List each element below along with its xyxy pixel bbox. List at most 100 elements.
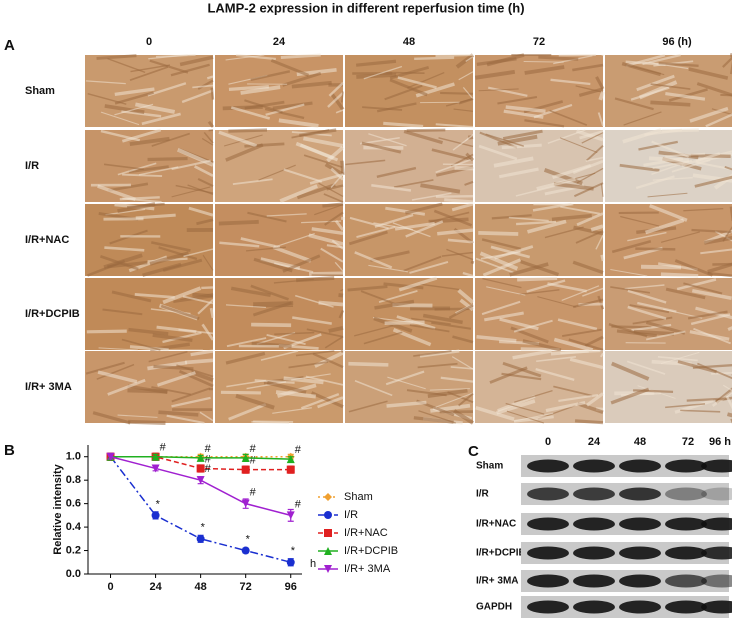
tissue-streak xyxy=(515,185,555,197)
tissue-streak xyxy=(532,202,572,212)
micrograph-bg xyxy=(345,278,473,350)
marker xyxy=(241,546,250,555)
tissue-streak xyxy=(568,338,604,352)
tissue-streak xyxy=(480,251,521,260)
blot-band xyxy=(527,487,569,501)
tissue-streak xyxy=(464,180,474,186)
significance-label: # xyxy=(250,443,257,455)
column-header: 48 xyxy=(634,436,646,448)
tissue-streak xyxy=(288,361,329,369)
tissue-streak xyxy=(147,82,187,97)
tissue-streak xyxy=(676,278,717,291)
tissue-streak xyxy=(384,84,423,101)
tissue-streak xyxy=(328,82,344,97)
y-tick-label: 0.4 xyxy=(66,521,82,533)
tissue-streak xyxy=(240,237,281,249)
tissue-streak xyxy=(301,220,342,224)
tissue-streak xyxy=(97,184,136,202)
tissue-streak xyxy=(578,87,604,97)
tissue-streak xyxy=(620,392,661,397)
tissue-streak xyxy=(127,388,168,394)
tissue-streak xyxy=(680,409,721,413)
tissue-streak xyxy=(349,216,389,230)
tissue-streak xyxy=(665,287,706,300)
tissue-streak xyxy=(208,129,214,132)
tissue-streak xyxy=(681,152,721,167)
tissue-streak xyxy=(437,228,474,236)
tissue-streak xyxy=(611,239,652,254)
tissue-streak xyxy=(305,375,344,386)
tissue-streak xyxy=(598,91,605,101)
tissue-streak xyxy=(520,260,560,277)
tissue-streak xyxy=(194,165,214,178)
tissue-streak xyxy=(478,231,519,236)
column-header: 0 xyxy=(545,436,551,448)
tissue-streak xyxy=(354,380,393,397)
tissue-streak xyxy=(360,290,399,307)
tissue-streak xyxy=(397,76,437,89)
tissue-streak xyxy=(311,227,344,235)
tissue-streak xyxy=(197,178,214,187)
tissue-streak xyxy=(491,214,532,220)
tissue-streak xyxy=(252,301,292,317)
tissue-streak xyxy=(417,362,458,369)
micrograph xyxy=(85,202,214,277)
blot-band xyxy=(573,574,615,588)
tissue-streak xyxy=(282,254,321,273)
tissue-streak xyxy=(225,143,264,162)
tissue-streak xyxy=(431,321,471,330)
tissue-streak xyxy=(170,63,210,77)
blot-band xyxy=(527,517,569,531)
tissue-streak xyxy=(356,226,396,238)
micrograph xyxy=(345,128,475,204)
micrograph xyxy=(605,278,732,350)
blot-band xyxy=(619,517,661,531)
tissue-streak xyxy=(354,325,394,337)
tissue-streak xyxy=(354,251,393,269)
blot-band xyxy=(665,517,707,531)
x-axis-label: h xyxy=(310,558,316,570)
tissue-streak xyxy=(572,260,604,275)
tissue-streak xyxy=(341,91,344,103)
tissue-streak xyxy=(178,369,214,388)
tissue-streak xyxy=(108,182,149,192)
tissue-streak xyxy=(345,159,386,166)
marker xyxy=(286,511,295,520)
tissue-streak xyxy=(614,97,654,111)
blot-band xyxy=(527,600,569,614)
tissue-streak xyxy=(322,202,344,208)
tissue-streak xyxy=(700,248,732,255)
micrograph xyxy=(475,129,604,202)
tissue-streak xyxy=(660,351,700,365)
tissue-streak xyxy=(647,192,688,198)
tissue-streak xyxy=(201,137,214,146)
tissue-streak xyxy=(638,80,678,100)
tissue-streak xyxy=(691,288,732,300)
tissue-streak xyxy=(104,246,145,252)
tissue-streak xyxy=(526,279,566,293)
tissue-streak xyxy=(411,192,452,201)
tissue-streak xyxy=(230,106,271,120)
tissue-streak xyxy=(247,211,287,223)
tissue-streak xyxy=(502,129,543,140)
tissue-streak xyxy=(355,59,397,67)
tissue-streak xyxy=(117,414,158,418)
tissue-streak xyxy=(183,248,214,258)
tissue-streak xyxy=(244,142,285,148)
marker xyxy=(324,565,332,573)
tissue-streak xyxy=(514,390,553,403)
row-label: I/R xyxy=(25,160,39,172)
row-label: I/R+ 3MA xyxy=(476,576,519,587)
tissue-streak xyxy=(104,104,145,114)
marker xyxy=(151,464,160,473)
tissue-streak xyxy=(253,420,294,423)
marker xyxy=(196,476,205,485)
micrograph xyxy=(605,351,732,424)
tissue-streak xyxy=(458,71,474,81)
tissue-streak xyxy=(279,184,318,203)
tissue-streak xyxy=(340,349,344,354)
x-tick-label: 48 xyxy=(195,581,207,593)
tissue-streak xyxy=(481,238,522,251)
tissue-streak xyxy=(547,129,586,145)
tissue-streak xyxy=(374,299,415,310)
